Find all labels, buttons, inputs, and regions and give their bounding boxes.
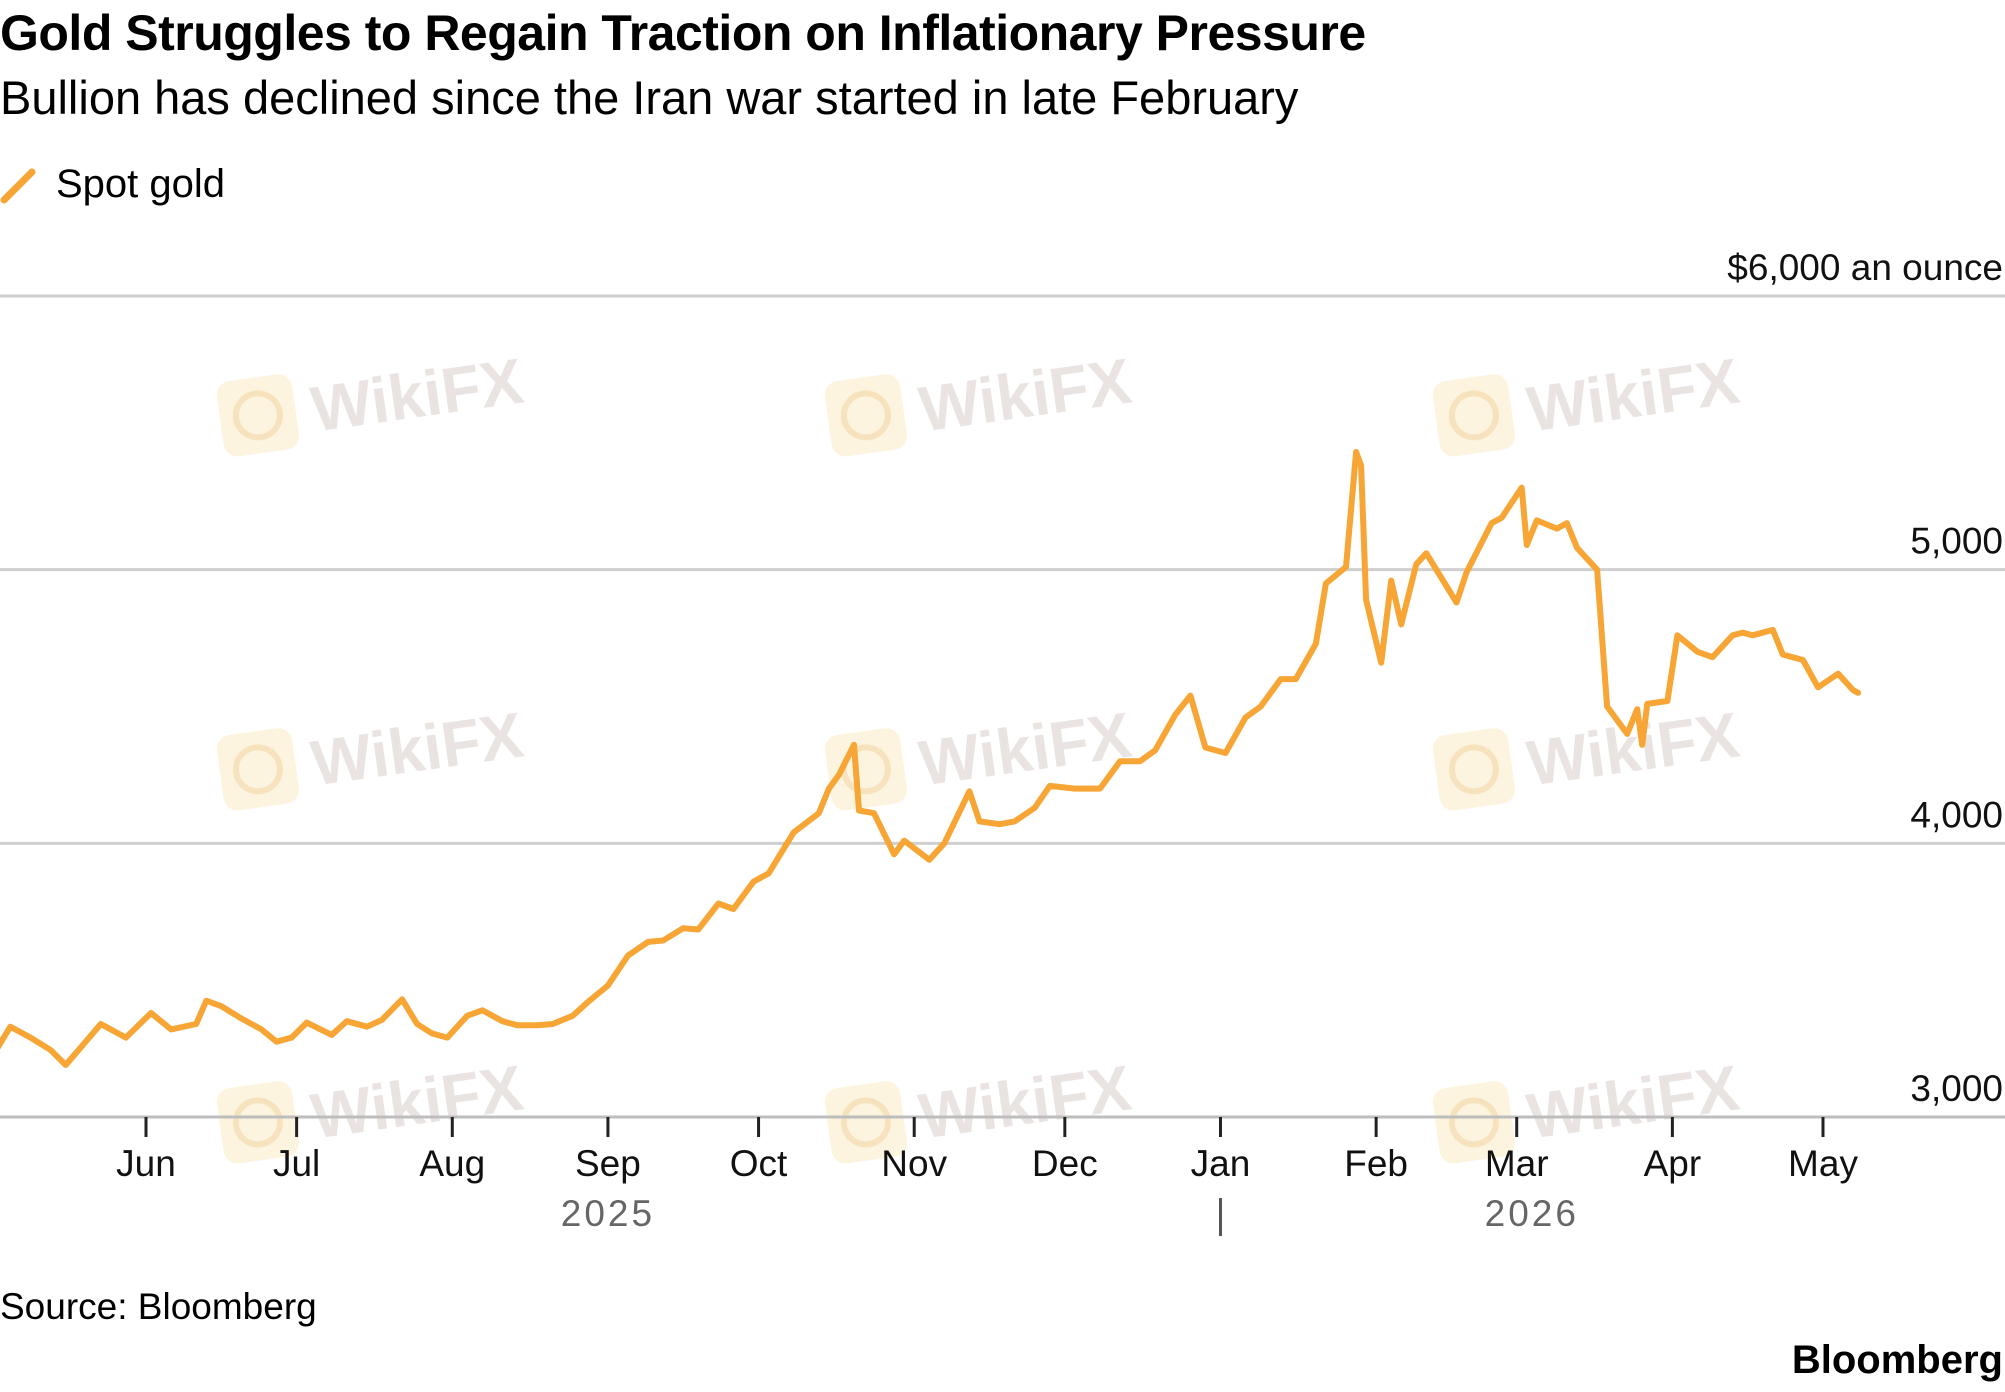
watermark-text: WikiFX: [307, 345, 528, 446]
x-tick-label: Apr: [1644, 1143, 1702, 1184]
x-tick-label: Mar: [1485, 1143, 1549, 1184]
watermark: WikiFX: [216, 345, 528, 457]
x-axis: Jun Jul Aug Sep Oct Nov Dec Jan Feb Mar Apr May 2025…: [116, 1117, 1858, 1236]
x-tick-label: Oct: [730, 1143, 788, 1184]
x-tick-label: Feb: [1344, 1143, 1408, 1184]
watermark-logo-icon: [216, 1081, 300, 1164]
watermark-logo-icon-ring: [232, 1097, 283, 1148]
watermark-logo-icon: [216, 728, 300, 811]
watermark-logo-icon-ring: [840, 1097, 891, 1148]
watermark-logo-icon-ring: [1448, 1097, 1499, 1148]
watermark-text: WikiFX: [307, 699, 528, 800]
watermark: WikiFX: [1432, 1052, 1744, 1164]
x-tick-label: Sep: [575, 1143, 641, 1184]
watermark-logo-icon: [1432, 1081, 1516, 1164]
watermark-logo-icon: [824, 374, 908, 457]
watermark: WikiFX: [824, 699, 1136, 811]
watermark-logo-icon-ring: [232, 390, 283, 441]
watermark-logo-icon: [824, 728, 908, 811]
source-note: Source: Bloomberg: [0, 1286, 317, 1327]
x-tick-label: Jul: [273, 1143, 320, 1184]
watermark-logo-icon: [1432, 374, 1516, 457]
chart-title: Gold Struggles to Regain Traction on Inf…: [0, 5, 1366, 61]
x-tick-label: Aug: [419, 1143, 485, 1184]
watermark-logo-icon-ring: [232, 744, 283, 795]
grid-lines: [0, 294, 2005, 1119]
y-unit-label: $6,000 an ounce: [1727, 247, 2003, 288]
legend-swatch-spot-gold: [0, 168, 36, 203]
watermark-layer: WikiFX WikiFX WikiFX WikiFX WikiFX WikiFX Wiki…: [216, 345, 1744, 1164]
watermark-text: WikiFX: [915, 345, 1136, 446]
bloomberg-logo: Bloomberg: [1791, 1338, 2003, 1382]
watermark-logo-icon-ring: [840, 390, 891, 441]
watermark: WikiFX: [1432, 699, 1744, 811]
watermark: WikiFX: [216, 699, 528, 811]
series-layer: [0, 449, 1862, 1068]
y-tick-label: 4,000: [1910, 794, 2003, 835]
legend: Spot gold: [0, 162, 225, 207]
series-line-spot-gold: [0, 449, 1862, 1068]
watermark-logo-icon: [1432, 728, 1516, 811]
y-tick-label: 5,000: [1910, 521, 2003, 562]
y-axis: 3,000 4,000 5,000 $6,000 an ounce: [1727, 247, 2003, 1109]
x-tick-label: May: [1788, 1143, 1858, 1184]
legend-label-spot-gold: Spot gold: [56, 162, 226, 206]
watermark-logo-icon-ring: [1448, 390, 1499, 441]
watermark-logo-icon-ring: [840, 744, 891, 795]
watermark-logo-icon: [824, 1081, 908, 1164]
x-year-label: 2026: [1485, 1193, 1579, 1234]
watermark-text: WikiFX: [307, 1052, 528, 1153]
watermark-logo-icon: [216, 374, 300, 457]
x-tick-label: Jun: [116, 1143, 176, 1184]
x-year-label: 2025: [561, 1193, 655, 1234]
watermark: WikiFX: [1432, 345, 1744, 457]
watermark-text: WikiFX: [1523, 1052, 1744, 1153]
x-tick-label: Nov: [881, 1143, 947, 1184]
x-tick-label: Dec: [1032, 1143, 1098, 1184]
watermark-text: WikiFX: [915, 1052, 1136, 1153]
x-tick-label: Jan: [1191, 1143, 1251, 1184]
y-tick-label: 3,000: [1910, 1068, 2003, 1109]
watermark-text: WikiFX: [1523, 345, 1744, 446]
chart-subtitle: Bullion has declined since the Iran war …: [0, 71, 1299, 124]
watermark-logo-icon-ring: [1448, 744, 1499, 795]
watermark: WikiFX: [824, 345, 1136, 457]
